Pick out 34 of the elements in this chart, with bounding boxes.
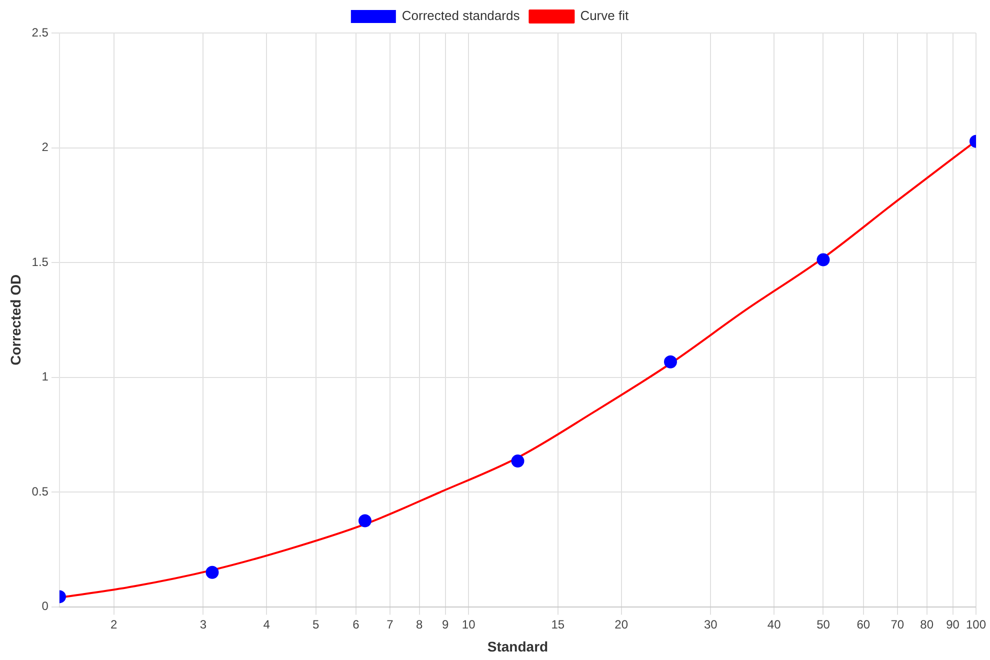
y-tick-label: 2.5: [32, 25, 49, 40]
y-tick-label: 1.5: [32, 254, 49, 269]
x-axis-title: Standard: [487, 638, 548, 654]
x-tick-label: 30: [704, 617, 718, 632]
x-tick-label: 7: [386, 617, 394, 632]
x-tick-label: 80: [920, 617, 934, 632]
x-tick-label: 4: [263, 617, 270, 632]
y-axis-title: Corrected OD: [7, 274, 24, 366]
x-tick-label: 9: [442, 617, 450, 632]
x-tick-label: 10: [462, 617, 476, 632]
x-tick-label: 50: [816, 617, 830, 632]
x-tick-label: 20: [614, 617, 628, 632]
point: [664, 355, 677, 368]
point: [358, 514, 372, 528]
x-tick-label: 3: [200, 617, 207, 632]
x-tick-label: 5: [312, 617, 320, 632]
x-tick-label: 60: [856, 617, 870, 632]
legend-label: Curve fit: [580, 8, 629, 24]
x-tick-label: 6: [352, 617, 360, 632]
legend-label: Corrected standards: [402, 8, 520, 24]
point: [816, 253, 830, 266]
y-tick-label: 2: [42, 140, 49, 154]
x-tick-label: 8: [416, 617, 424, 632]
y-tick-label: 0: [42, 599, 49, 614]
x-tick-label: 100: [966, 617, 986, 632]
point: [206, 566, 219, 579]
x-tick-label: 2: [110, 617, 118, 632]
point: [511, 454, 524, 468]
x-tick-label: 90: [946, 617, 960, 632]
x-tick-label: 15: [551, 617, 565, 632]
x-tick-label: 40: [767, 617, 782, 632]
y-tick-label: 1: [42, 370, 49, 384]
x-tick-label: 70: [890, 617, 904, 632]
y-tick-label: 0.5: [32, 484, 49, 498]
